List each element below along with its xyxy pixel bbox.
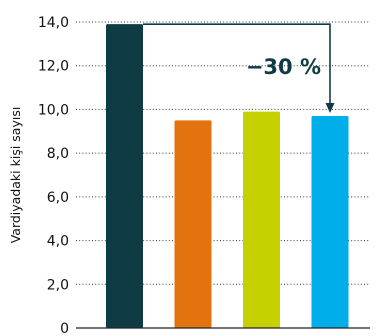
y-tick-label: 8,0 xyxy=(47,146,69,162)
y-tick-label: 2,0 xyxy=(47,277,69,293)
bars xyxy=(106,24,349,328)
y-tick-label: 0 xyxy=(60,321,69,336)
reduction-annotation: −30 % xyxy=(143,23,335,113)
y-axis-label: Vardiyadaki kişi sayısı xyxy=(8,107,23,244)
y-tick-label: 14,0 xyxy=(38,15,69,31)
bar xyxy=(106,24,143,328)
y-tick-label: 12,0 xyxy=(38,59,69,75)
bar xyxy=(311,115,349,328)
bar xyxy=(174,120,212,328)
y-tick-label: 6,0 xyxy=(47,190,69,206)
reduction-arrow xyxy=(143,23,331,104)
y-tick-label: 10,0 xyxy=(38,102,69,118)
bar xyxy=(243,111,280,328)
arrow-head xyxy=(325,102,335,113)
y-tick-label: 4,0 xyxy=(47,234,69,250)
y-axis-ticks: 0 2,0 4,0 6,0 8,0 10,0 12,0 14,0 xyxy=(38,15,69,336)
reduction-label: −30 % xyxy=(246,55,321,79)
